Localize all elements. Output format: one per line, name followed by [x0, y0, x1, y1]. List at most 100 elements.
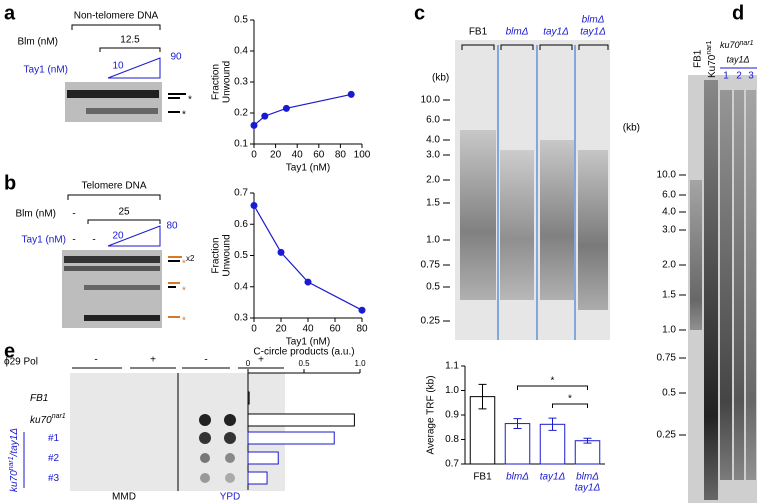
- row-sup: nar1: [52, 413, 66, 420]
- axes: [253, 20, 362, 145]
- y-tick-label: 1.0: [445, 385, 459, 396]
- size-marker: 10.0: [657, 170, 677, 181]
- size-marker: 4.0: [662, 207, 676, 218]
- y-tick-label: 0.7: [234, 188, 248, 199]
- conc: 80: [166, 221, 178, 232]
- y-tick-label: 0.2: [234, 108, 248, 119]
- size-marker: 0.25: [421, 316, 441, 327]
- y-tick-label: 0.7: [445, 459, 459, 470]
- sig-bracket: [552, 403, 588, 408]
- y-tick-label: 0.4: [234, 46, 248, 57]
- point: [358, 306, 366, 314]
- lane-text: Ku70: [707, 54, 718, 78]
- size-marker: 10.0: [421, 95, 441, 106]
- y-tick-label: 0.5: [234, 15, 248, 26]
- conc: -: [72, 209, 75, 220]
- panel-label: e: [4, 340, 15, 362]
- row-label: Blm (nM): [15, 209, 56, 220]
- size-marker: 1.0: [662, 325, 676, 336]
- y-label: Unwound: [222, 61, 233, 103]
- lane-number: 1: [723, 71, 729, 82]
- band-marker: *: [182, 110, 186, 121]
- size-marker: 0.75: [421, 260, 441, 271]
- size-marker: 6.0: [662, 190, 676, 201]
- row-text: #2: [48, 453, 60, 464]
- point: [304, 278, 312, 286]
- x-tick-label: tay1Δ: [575, 483, 601, 494]
- row-label: Tay1 (nM): [22, 235, 66, 246]
- conc: 90: [170, 52, 182, 63]
- x-tick-label: 0: [251, 324, 257, 335]
- gel-d: [688, 67, 757, 503]
- group-label: ku70nar1: [720, 40, 754, 51]
- substrate: Telomere DNA: [81, 181, 146, 192]
- medium: YPD: [220, 492, 241, 503]
- pol-state: +: [258, 355, 264, 366]
- point: [347, 90, 355, 98]
- lane-label: tay1Δ: [580, 27, 606, 38]
- size-marker: 0.25: [657, 430, 677, 441]
- y-tick-label: 0.4: [234, 281, 248, 292]
- panel-label: c: [414, 2, 425, 24]
- strain-text: /tay1Δ: [9, 428, 20, 458]
- point: [282, 104, 290, 112]
- error-bar: [478, 383, 487, 410]
- gel-c: [455, 40, 610, 340]
- row-text: #3: [48, 473, 60, 484]
- x-tick-label: 80: [335, 150, 347, 161]
- size-marker: 3.0: [426, 150, 440, 161]
- row-label: #2: [48, 453, 60, 464]
- lane-label: Ku70nar1: [706, 41, 718, 78]
- y-label: Fraction: [211, 64, 222, 100]
- row-label: #1: [48, 433, 60, 444]
- bar: [247, 413, 355, 427]
- x-tick-label: 0: [251, 150, 257, 161]
- band-marker: *: [182, 259, 186, 270]
- size-marker: 2.0: [426, 175, 440, 186]
- pol-state: -: [94, 355, 97, 366]
- annotation: *: [568, 394, 572, 405]
- lane-label: FB1: [693, 49, 704, 68]
- x-tick-label: 60: [329, 324, 341, 335]
- x-tick-label: 0: [246, 359, 251, 368]
- pol-state: -: [204, 355, 207, 366]
- x-tick-label: 100: [354, 150, 371, 161]
- size-marker: 4.0: [426, 135, 440, 146]
- error-bar: [583, 437, 592, 444]
- gel-a: [65, 24, 186, 122]
- lane-label: tay1Δ: [543, 27, 569, 38]
- point: [250, 202, 258, 209]
- kb-unit: (kb): [623, 123, 640, 134]
- kb-unit: (kb): [432, 73, 449, 84]
- size-marker: 0.5: [662, 388, 676, 399]
- row-label: #3: [48, 473, 60, 484]
- bar: [247, 471, 268, 485]
- row-label: ku70nar1: [30, 413, 66, 426]
- group-sup: nar1: [740, 40, 754, 47]
- size-marker: 1.5: [426, 198, 440, 209]
- bar: [574, 440, 601, 465]
- lane-number: 2: [736, 71, 742, 82]
- pol-state: +: [150, 355, 156, 366]
- pol-label: ϕ29 Pol: [4, 357, 38, 368]
- group-sub: tay1Δ: [726, 54, 749, 64]
- row-text: #1: [48, 433, 60, 444]
- x-tick-label: blmΔ: [506, 472, 529, 483]
- conc: 25: [118, 207, 130, 218]
- x-tick-label: 20: [275, 324, 287, 335]
- row-label: FB1: [30, 393, 48, 404]
- size-marker: 3.0: [662, 225, 676, 236]
- chart-title: C-circle products (a.u.): [253, 347, 354, 358]
- gel-b: [62, 194, 182, 328]
- row-label: Tay1 (nM): [24, 65, 68, 76]
- point: [261, 112, 269, 120]
- error-bar: [513, 418, 522, 429]
- panel-label: b: [4, 172, 16, 194]
- y-tick-label: 0.3: [234, 313, 248, 324]
- sig-bracket: [517, 385, 588, 390]
- lane-number: 3: [748, 71, 754, 82]
- point: [277, 248, 285, 256]
- row-text: ku70: [30, 415, 52, 426]
- strain-group: ku70nar1/tay1Δ: [8, 428, 20, 492]
